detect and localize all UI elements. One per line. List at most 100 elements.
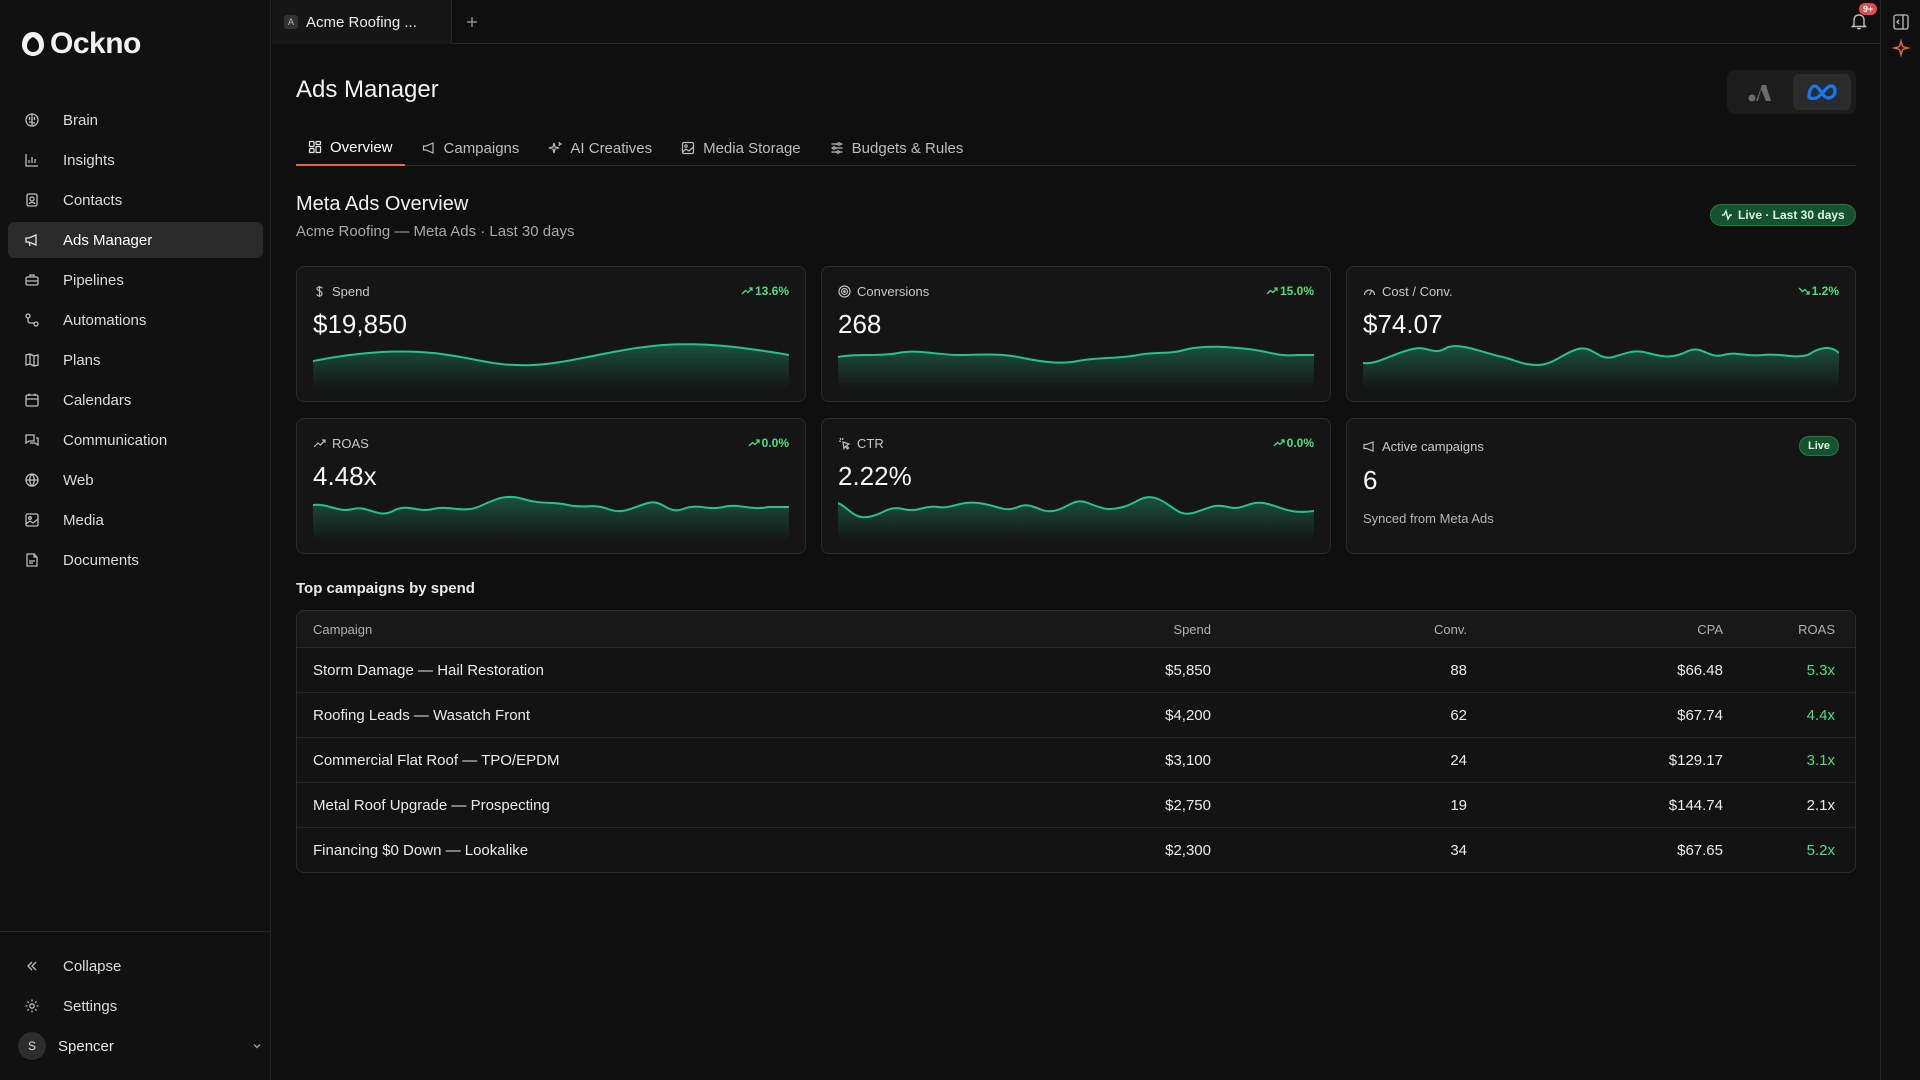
cell-campaign: Commercial Flat Roof — TPO/EPDM — [313, 751, 560, 769]
cell-spend: $2,750 — [1165, 796, 1211, 814]
sidebar-item-calendars[interactable]: Calendars — [8, 382, 263, 418]
metric-card-conversions: Conversions 15.0% 268 — [821, 266, 1331, 402]
sidebar-item-label: Automations — [63, 311, 147, 329]
tab-label: Media Storage — [703, 139, 801, 157]
sidebar-item-insights[interactable]: Insights — [8, 142, 263, 178]
metric-label: Spend — [313, 284, 370, 299]
column-header-roas[interactable]: ROAS — [1798, 621, 1835, 637]
column-header-conv[interactable]: Conv. — [1434, 621, 1467, 637]
table-row[interactable]: Roofing Leads — Wasatch Front $4,200 62 … — [297, 692, 1855, 737]
meta-ads-platform-button[interactable] — [1793, 74, 1851, 110]
cell-conv: 24 — [1450, 751, 1467, 769]
sidebar-item-label: Pipelines — [63, 271, 124, 289]
metric-card-ctr: CTR 0.0% 2.22% — [821, 418, 1331, 554]
campaigns-table: Campaign Spend Conv. CPA ROAS Storm Dama… — [296, 610, 1856, 873]
live-badge: Live — [1798, 436, 1839, 456]
plus-icon — [467, 17, 477, 27]
metric-value: 2.22% — [838, 461, 912, 491]
metric-label: Conversions — [838, 284, 929, 299]
tab-favicon: A — [284, 15, 298, 29]
target-icon — [838, 285, 851, 298]
new-tab-button[interactable] — [460, 10, 484, 34]
tab-campaigns[interactable]: Campaigns — [410, 130, 532, 166]
cell-campaign: Financing $0 Down — Lookalike — [313, 841, 529, 859]
grid-icon — [308, 140, 322, 154]
table-header-row: Campaign Spend Conv. CPA ROAS — [297, 611, 1855, 647]
trend-down-icon — [1798, 287, 1810, 295]
tab-overview[interactable]: Overview — [296, 130, 405, 166]
metric-card-cost-per-conversion: Cost / Conv. 1.2% $74.07 — [1346, 266, 1856, 402]
settings-button[interactable]: Settings — [8, 988, 263, 1024]
google-ads-platform-button[interactable] — [1731, 74, 1789, 110]
sidebar-item-ads-manager[interactable]: Ads Manager — [8, 222, 263, 258]
sidebar-item-web[interactable]: Web — [8, 462, 263, 498]
overview-subtitle: Acme Roofing — Meta Ads · Last 30 days — [296, 223, 575, 240]
live-label: Live · Last 30 days — [1738, 208, 1845, 222]
brain-icon — [24, 112, 40, 128]
tab-media-storage[interactable]: Media Storage — [669, 130, 813, 166]
column-header-spend[interactable]: Spend — [1173, 621, 1211, 637]
avatar: S — [18, 1032, 46, 1060]
metric-label-text: Cost / Conv. — [1382, 284, 1453, 299]
column-header-cpa[interactable]: CPA — [1697, 621, 1723, 637]
sidebar-item-communication[interactable]: Communication — [8, 422, 263, 458]
bell-icon[interactable] — [1848, 10, 1870, 32]
google-ads-icon — [1748, 85, 1771, 102]
metric-value: 6 — [1363, 465, 1378, 495]
cell-campaign: Roofing Leads — Wasatch Front — [313, 706, 531, 724]
cell-cpa: $144.74 — [1668, 796, 1723, 814]
table-row[interactable]: Financing $0 Down — Lookalike $2,300 34 … — [297, 827, 1855, 872]
sidebar-item-media[interactable]: Media — [8, 502, 263, 538]
spend-sparkline — [313, 343, 789, 389]
metric-delta-text: 0.0% — [1286, 436, 1314, 450]
metric-value: $74.07 — [1363, 309, 1443, 339]
tab-title: Acme Roofing ... — [306, 13, 417, 31]
image-icon — [24, 512, 40, 528]
live-status-badge: Live · Last 30 days — [1710, 204, 1856, 226]
meta-logo-icon — [1807, 84, 1837, 101]
cell-spend: $3,100 — [1165, 751, 1211, 769]
sidebar-item-label: Plans — [63, 351, 101, 369]
sidebar-item-pipelines[interactable]: Pipelines — [8, 262, 263, 298]
app-logo[interactable]: Ockno — [18, 27, 141, 61]
tab-budgets-rules[interactable]: Budgets & Rules — [818, 130, 976, 166]
sidebar-item-documents[interactable]: Documents — [8, 542, 263, 578]
collapse-button[interactable]: Collapse — [8, 948, 263, 984]
sidebar-item-label: Calendars — [63, 391, 132, 409]
metric-delta: 15.0% — [1266, 284, 1314, 298]
sidebar-item-brain[interactable]: Brain — [8, 102, 263, 138]
megaphone-icon — [24, 232, 40, 248]
collapse-label: Collapse — [63, 957, 122, 975]
sidebar-item-automations[interactable]: Automations — [8, 302, 263, 338]
browser-tab[interactable]: A Acme Roofing ... — [272, 0, 452, 44]
trend-up-icon — [1266, 287, 1278, 295]
tab-ai-creatives[interactable]: AI Creatives — [536, 130, 664, 166]
topbar: A Acme Roofing ... 9+ — [272, 0, 1880, 44]
table-row[interactable]: Storm Damage — Hail Restoration $5,850 8… — [297, 647, 1855, 692]
sparkle-assistant-icon[interactable] — [1891, 38, 1911, 58]
cell-conv: 88 — [1450, 661, 1467, 679]
sparkles-icon — [549, 141, 563, 154]
user-menu[interactable]: S Spencer — [18, 1030, 263, 1062]
tab-label: Budgets & Rules — [851, 139, 964, 157]
cell-spend: $2,300 — [1165, 841, 1211, 859]
column-header-campaign[interactable]: Campaign — [313, 621, 373, 637]
metric-delta-text: 0.0% — [761, 436, 789, 450]
cell-conv: 19 — [1450, 796, 1467, 814]
ockno-logo-icon — [22, 32, 44, 56]
metric-label: Cost / Conv. — [1363, 284, 1453, 299]
tab-label: AI Creatives — [570, 139, 653, 157]
table-row[interactable]: Commercial Flat Roof — TPO/EPDM $3,100 2… — [297, 737, 1855, 782]
globe-icon — [24, 472, 40, 488]
sidebar-item-contacts[interactable]: Contacts — [8, 182, 263, 218]
trend-up-icon — [313, 439, 326, 448]
panel-toggle-icon[interactable] — [1891, 12, 1911, 32]
metric-label: Active campaigns — [1363, 439, 1484, 454]
sidebar: Ockno Brain Insights Contacts Ads Manage… — [0, 0, 271, 1080]
click-icon — [838, 437, 851, 450]
contact-card-icon — [24, 192, 40, 208]
roas-sparkline — [313, 495, 789, 541]
table-row[interactable]: Metal Roof Upgrade — Prospecting $2,750 … — [297, 782, 1855, 827]
metric-label-text: ROAS — [332, 436, 369, 451]
sidebar-item-plans[interactable]: Plans — [8, 342, 263, 378]
